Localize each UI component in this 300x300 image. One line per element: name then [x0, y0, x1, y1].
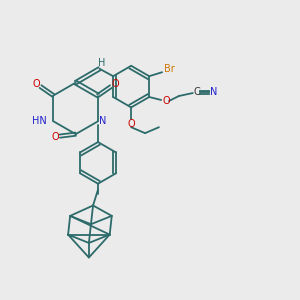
- Text: H: H: [98, 58, 105, 68]
- Text: C: C: [194, 87, 200, 97]
- Text: O: O: [51, 132, 59, 142]
- Text: O: O: [111, 79, 119, 88]
- Text: N: N: [210, 87, 217, 97]
- Text: HN: HN: [32, 116, 46, 126]
- Text: O: O: [162, 96, 170, 106]
- Text: N: N: [99, 116, 106, 126]
- Text: Br: Br: [164, 64, 174, 74]
- Text: O: O: [33, 79, 41, 88]
- Text: O: O: [128, 119, 135, 129]
